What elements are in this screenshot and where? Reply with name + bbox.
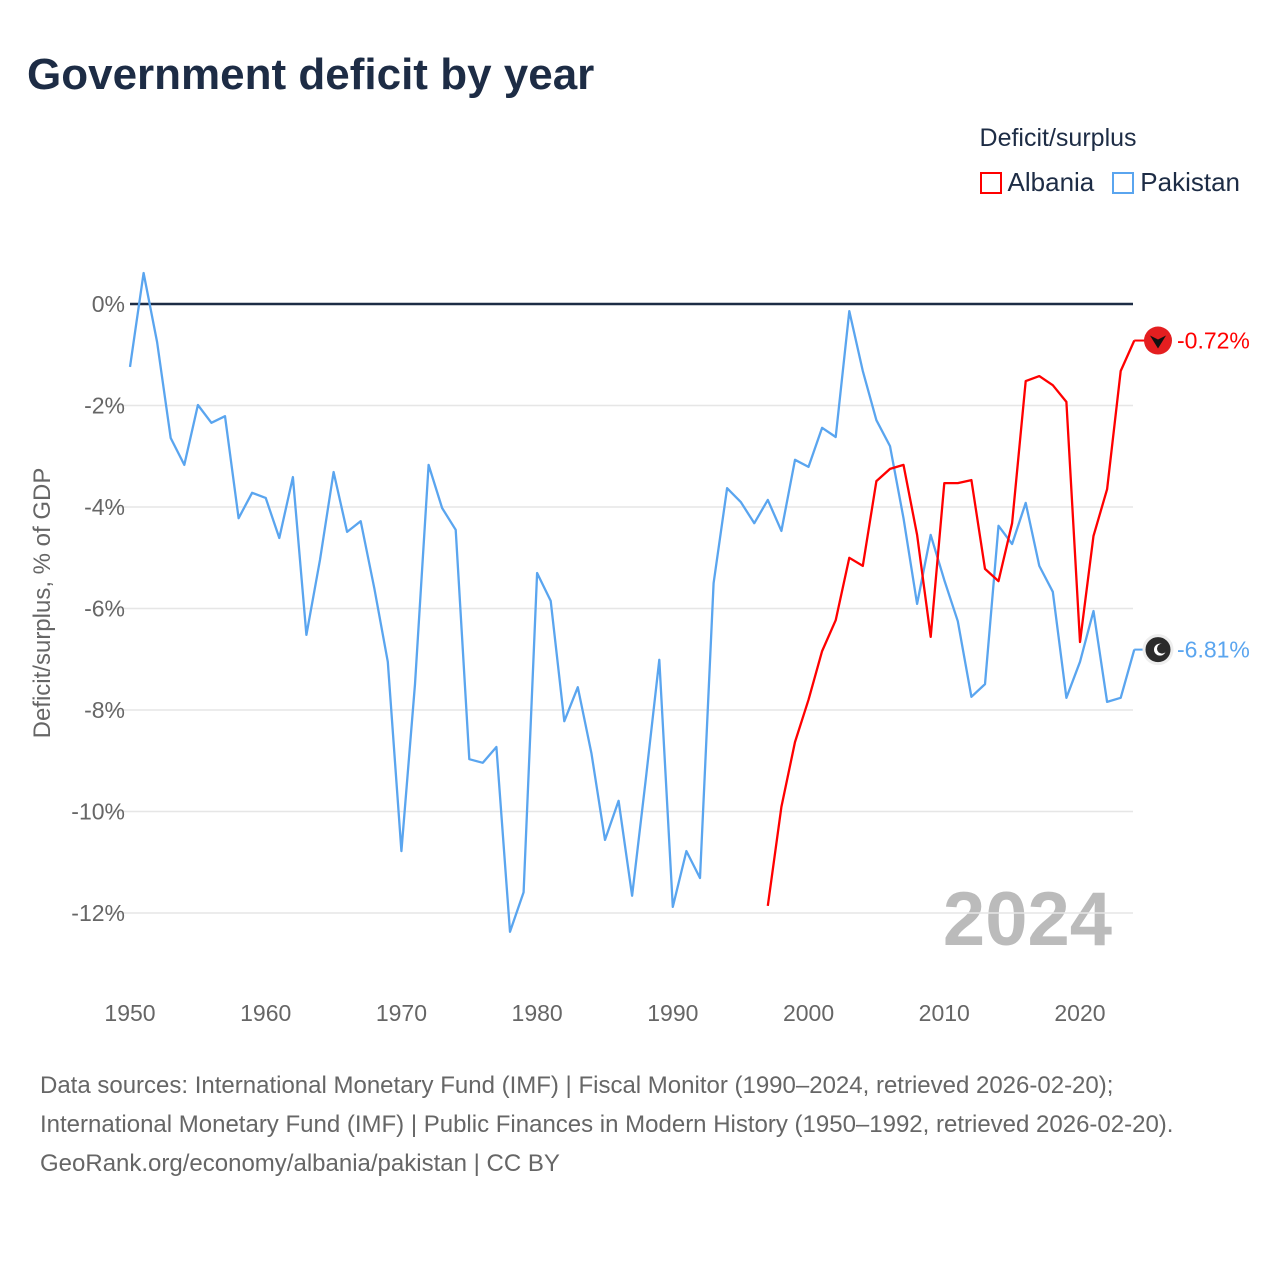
- y-tick-label: -6%: [84, 596, 125, 622]
- x-tick-label: 1980: [512, 1000, 563, 1026]
- legend-item-pakistan[interactable]: Pakistan: [1112, 167, 1240, 198]
- eagle-icon: [1150, 335, 1166, 349]
- legend: Deficit/surplus Albania Pakistan: [979, 124, 1240, 198]
- series-line-albania: [766, 340, 1136, 907]
- legend-swatch-albania: [979, 171, 1002, 194]
- legend-title: Deficit/surplus: [979, 124, 1137, 152]
- x-tick-label: 2000: [783, 1000, 834, 1026]
- y-tick-label: -4%: [84, 494, 125, 520]
- year-watermark: 2024: [943, 877, 1112, 962]
- end-value-label: -6.81%: [1177, 637, 1250, 663]
- chart-title: Government deficit by year: [27, 50, 595, 99]
- y-tick-label: 0%: [92, 291, 125, 317]
- legend-label: Albania: [1007, 167, 1095, 197]
- x-tick-label: 1960: [240, 1000, 291, 1026]
- y-axis-label: Deficit/surplus, % of GDP: [29, 468, 56, 739]
- legend-label: Pakistan: [1140, 167, 1240, 197]
- x-tick-label: 2010: [919, 1000, 970, 1026]
- legend-swatch-pakistan: [1112, 171, 1135, 194]
- y-tick-label: -12%: [71, 900, 125, 926]
- crescent-icon: [1157, 643, 1167, 654]
- x-tick-label: 1970: [376, 1000, 427, 1026]
- credit-link[interactable]: GeoRank.org/economy/albania/pakistan | C…: [40, 1150, 560, 1177]
- data-sources: Data sources: International Monetary Fun…: [40, 1072, 1174, 1138]
- x-tick-label: 1950: [104, 1000, 155, 1026]
- y-tick-label: -8%: [84, 697, 125, 723]
- y-tick-label: -2%: [84, 393, 125, 419]
- series-line-pakistan: [128, 271, 1136, 933]
- x-tick-label: 2020: [1054, 1000, 1105, 1026]
- legend-item-albania[interactable]: Albania: [979, 167, 1095, 198]
- y-tick-label: -10%: [71, 799, 125, 825]
- x-tick-label: 1990: [647, 1000, 698, 1026]
- footer: Data sources: International Monetary Fun…: [40, 1066, 1240, 1183]
- end-value-label: -0.72%: [1177, 328, 1250, 354]
